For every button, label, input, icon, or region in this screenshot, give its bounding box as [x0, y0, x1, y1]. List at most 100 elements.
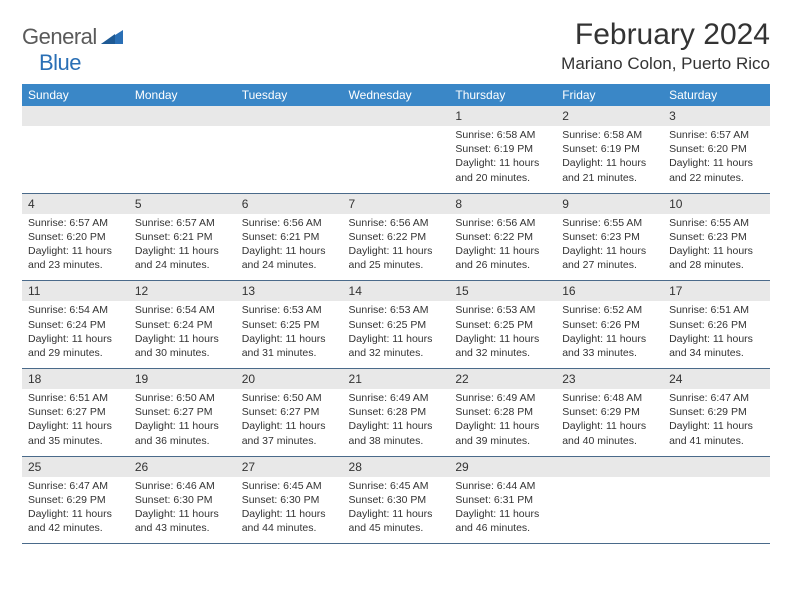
day-cell: 3Sunrise: 6:57 AMSunset: 6:20 PMDaylight… [663, 106, 770, 193]
day-content: Sunrise: 6:56 AMSunset: 6:22 PMDaylight:… [449, 214, 556, 281]
page-header: General February 2024 Mariano Colon, Pue… [22, 18, 770, 74]
day-number: 28 [343, 457, 450, 477]
day-content: Sunrise: 6:50 AMSunset: 6:27 PMDaylight:… [129, 389, 236, 456]
month-title: February 2024 [561, 18, 770, 52]
day-content: Sunrise: 6:57 AMSunset: 6:20 PMDaylight:… [22, 214, 129, 281]
day-number: 1 [449, 106, 556, 126]
day-cell: 17Sunrise: 6:51 AMSunset: 6:26 PMDayligh… [663, 281, 770, 369]
day-cell: 22Sunrise: 6:49 AMSunset: 6:28 PMDayligh… [449, 369, 556, 457]
day-cell: 2Sunrise: 6:58 AMSunset: 6:19 PMDaylight… [556, 106, 663, 193]
day-content: Sunrise: 6:54 AMSunset: 6:24 PMDaylight:… [129, 301, 236, 368]
day-cell: 25Sunrise: 6:47 AMSunset: 6:29 PMDayligh… [22, 456, 129, 544]
day-cell: 8Sunrise: 6:56 AMSunset: 6:22 PMDaylight… [449, 193, 556, 281]
day-number: 26 [129, 457, 236, 477]
day-content: Sunrise: 6:47 AMSunset: 6:29 PMDaylight:… [22, 477, 129, 544]
day-header: Saturday [663, 84, 770, 106]
day-content: Sunrise: 6:53 AMSunset: 6:25 PMDaylight:… [449, 301, 556, 368]
day-number: 11 [22, 281, 129, 301]
day-cell [663, 456, 770, 544]
day-number: 19 [129, 369, 236, 389]
day-number [129, 106, 236, 126]
day-content: Sunrise: 6:45 AMSunset: 6:30 PMDaylight:… [343, 477, 450, 544]
logo-text-gray: General [22, 24, 97, 50]
day-content: Sunrise: 6:56 AMSunset: 6:22 PMDaylight:… [343, 214, 450, 281]
day-content: Sunrise: 6:52 AMSunset: 6:26 PMDaylight:… [556, 301, 663, 368]
day-cell: 7Sunrise: 6:56 AMSunset: 6:22 PMDaylight… [343, 193, 450, 281]
day-number: 2 [556, 106, 663, 126]
day-content: Sunrise: 6:54 AMSunset: 6:24 PMDaylight:… [22, 301, 129, 368]
day-content [663, 477, 770, 535]
logo-triangle-icon [101, 28, 123, 49]
day-content: Sunrise: 6:53 AMSunset: 6:25 PMDaylight:… [236, 301, 343, 368]
day-cell: 13Sunrise: 6:53 AMSunset: 6:25 PMDayligh… [236, 281, 343, 369]
day-cell: 20Sunrise: 6:50 AMSunset: 6:27 PMDayligh… [236, 369, 343, 457]
day-cell: 6Sunrise: 6:56 AMSunset: 6:21 PMDaylight… [236, 193, 343, 281]
day-cell: 18Sunrise: 6:51 AMSunset: 6:27 PMDayligh… [22, 369, 129, 457]
day-number: 6 [236, 194, 343, 214]
day-number: 22 [449, 369, 556, 389]
week-row: 4Sunrise: 6:57 AMSunset: 6:20 PMDaylight… [22, 193, 770, 281]
day-content: Sunrise: 6:58 AMSunset: 6:19 PMDaylight:… [556, 126, 663, 193]
day-content: Sunrise: 6:47 AMSunset: 6:29 PMDaylight:… [663, 389, 770, 456]
day-number [22, 106, 129, 126]
day-number: 4 [22, 194, 129, 214]
day-content: Sunrise: 6:56 AMSunset: 6:21 PMDaylight:… [236, 214, 343, 281]
week-row: 18Sunrise: 6:51 AMSunset: 6:27 PMDayligh… [22, 369, 770, 457]
day-number: 20 [236, 369, 343, 389]
day-cell [343, 106, 450, 193]
day-content: Sunrise: 6:51 AMSunset: 6:27 PMDaylight:… [22, 389, 129, 456]
week-row: 11Sunrise: 6:54 AMSunset: 6:24 PMDayligh… [22, 281, 770, 369]
day-number: 3 [663, 106, 770, 126]
day-cell [22, 106, 129, 193]
day-cell: 21Sunrise: 6:49 AMSunset: 6:28 PMDayligh… [343, 369, 450, 457]
week-row: 1Sunrise: 6:58 AMSunset: 6:19 PMDaylight… [22, 106, 770, 193]
day-header: Tuesday [236, 84, 343, 106]
day-number: 29 [449, 457, 556, 477]
day-number [343, 106, 450, 126]
day-number: 7 [343, 194, 450, 214]
day-number: 12 [129, 281, 236, 301]
day-cell: 5Sunrise: 6:57 AMSunset: 6:21 PMDaylight… [129, 193, 236, 281]
calendar-page: General February 2024 Mariano Colon, Pue… [0, 0, 792, 562]
day-cell: 24Sunrise: 6:47 AMSunset: 6:29 PMDayligh… [663, 369, 770, 457]
day-content [556, 477, 663, 535]
day-cell: 28Sunrise: 6:45 AMSunset: 6:30 PMDayligh… [343, 456, 450, 544]
day-number: 15 [449, 281, 556, 301]
day-cell: 4Sunrise: 6:57 AMSunset: 6:20 PMDaylight… [22, 193, 129, 281]
day-content [22, 126, 129, 184]
day-content: Sunrise: 6:55 AMSunset: 6:23 PMDaylight:… [556, 214, 663, 281]
day-number: 25 [22, 457, 129, 477]
day-content: Sunrise: 6:51 AMSunset: 6:26 PMDaylight:… [663, 301, 770, 368]
day-content: Sunrise: 6:55 AMSunset: 6:23 PMDaylight:… [663, 214, 770, 281]
logo: General [22, 18, 125, 50]
day-number: 13 [236, 281, 343, 301]
day-cell: 15Sunrise: 6:53 AMSunset: 6:25 PMDayligh… [449, 281, 556, 369]
day-header: Friday [556, 84, 663, 106]
day-number: 23 [556, 369, 663, 389]
day-content: Sunrise: 6:49 AMSunset: 6:28 PMDaylight:… [343, 389, 450, 456]
day-header: Monday [129, 84, 236, 106]
location-subtitle: Mariano Colon, Puerto Rico [561, 54, 770, 74]
day-cell [236, 106, 343, 193]
title-block: February 2024 Mariano Colon, Puerto Rico [561, 18, 770, 74]
day-header: Sunday [22, 84, 129, 106]
day-cell: 12Sunrise: 6:54 AMSunset: 6:24 PMDayligh… [129, 281, 236, 369]
day-content: Sunrise: 6:58 AMSunset: 6:19 PMDaylight:… [449, 126, 556, 193]
day-number: 14 [343, 281, 450, 301]
day-number: 5 [129, 194, 236, 214]
day-content [236, 126, 343, 184]
day-header-row: SundayMondayTuesdayWednesdayThursdayFrid… [22, 84, 770, 106]
day-cell: 19Sunrise: 6:50 AMSunset: 6:27 PMDayligh… [129, 369, 236, 457]
day-number: 18 [22, 369, 129, 389]
day-header: Wednesday [343, 84, 450, 106]
day-cell: 9Sunrise: 6:55 AMSunset: 6:23 PMDaylight… [556, 193, 663, 281]
day-cell: 26Sunrise: 6:46 AMSunset: 6:30 PMDayligh… [129, 456, 236, 544]
day-number: 9 [556, 194, 663, 214]
day-number: 10 [663, 194, 770, 214]
day-cell: 10Sunrise: 6:55 AMSunset: 6:23 PMDayligh… [663, 193, 770, 281]
day-number: 17 [663, 281, 770, 301]
day-content: Sunrise: 6:53 AMSunset: 6:25 PMDaylight:… [343, 301, 450, 368]
day-cell [556, 456, 663, 544]
day-number: 16 [556, 281, 663, 301]
day-number: 21 [343, 369, 450, 389]
